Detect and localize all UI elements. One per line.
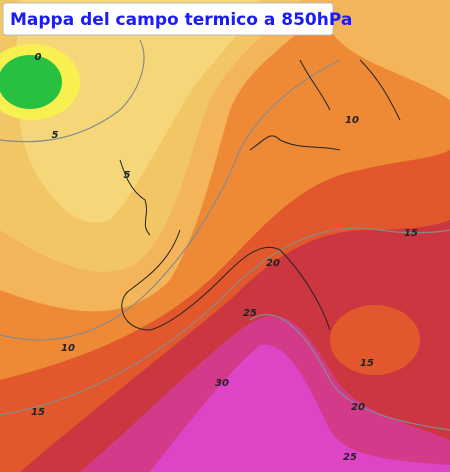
contour-label: 10 xyxy=(61,343,75,354)
contour-label: 15 xyxy=(404,228,418,239)
coastline xyxy=(119,59,401,331)
contour-label: 20 xyxy=(351,402,365,413)
contour-label: 0 xyxy=(35,52,42,63)
contour-label: 20 xyxy=(266,258,280,269)
contour-labels: 0 5 5 10 10 15 15 15 20 20 25 25 30 xyxy=(31,52,418,463)
contour-label: 5 xyxy=(124,170,131,181)
contour-label: 25 xyxy=(243,308,257,319)
contour-label: 30 xyxy=(215,378,229,389)
isotherm xyxy=(249,314,450,431)
field-zone xyxy=(150,344,450,472)
contour-label: 15 xyxy=(360,358,374,369)
field-zone xyxy=(330,305,420,375)
field-zone xyxy=(16,0,261,223)
cold-core xyxy=(0,55,62,109)
isotherm xyxy=(0,39,145,143)
title-box xyxy=(2,2,334,36)
field-zone xyxy=(326,0,450,100)
map-title: Mappa del campo termico a 850hPa xyxy=(10,10,352,30)
contour-label: 5 xyxy=(52,130,59,141)
contour-label: 10 xyxy=(345,115,359,126)
contour-label: 25 xyxy=(343,452,357,463)
isotherm xyxy=(0,59,341,341)
isotherm xyxy=(0,227,450,416)
contour-label: 15 xyxy=(31,407,45,418)
